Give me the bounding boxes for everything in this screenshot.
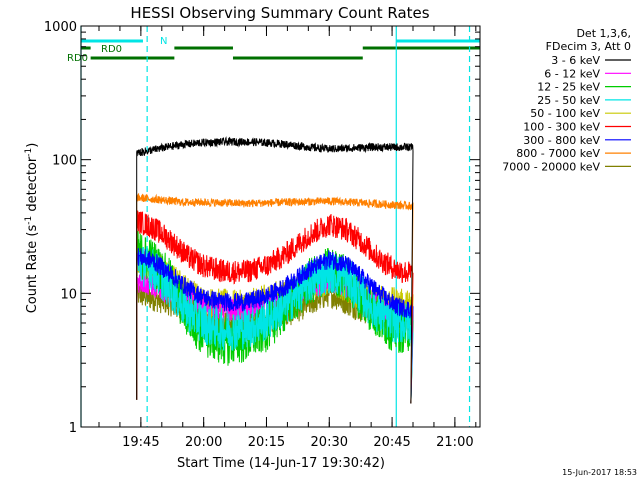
axes: 1 10 100 1000 19:45 20:00 20:15 20:30 20:45 21:00 [44,20,480,450]
legend-label: 50 - 100 keV [530,107,600,120]
y-tick-label: 10 [60,287,77,302]
legend-label: 7000 - 20000 keV [502,160,600,173]
y-axis-label: Count Rate (s-1 detector-1) [24,143,40,314]
n-flag-label: N [160,36,167,47]
x-tick-label: 20:30 [311,435,348,450]
y-tick-label: 1000 [44,20,77,35]
x-tick-label: 20:45 [373,435,410,450]
legend-label: 300 - 800 keV [523,134,600,147]
series-line-300-800- [136,248,414,404]
x-tick-label: 19:45 [122,435,159,450]
x-tick-label: 21:00 [436,435,473,450]
legend-label: 3 - 6 keV [551,54,600,67]
legend-label: 25 - 50 keV [537,94,600,107]
series-line-100-300- [136,210,414,404]
legend-header-line-1: Det 1,3,6, [576,27,631,40]
legend-label: 800 - 7000 keV [516,147,600,160]
plot-frame [80,25,481,428]
legend-header-line-2: FDecim 3, Att 0 [546,40,631,53]
series-line-800-7000- [136,193,414,404]
legend-label: 100 - 300 keV [523,121,600,134]
legend-label: 6 - 12 keV [544,67,600,80]
rd0-bottom-label: RD0 [67,53,88,64]
footer-date: 15-Jun-2017 18:53 [562,468,637,477]
y-tick-label: 1 [69,421,77,436]
flag-bars: N RD0 RD0 [67,36,480,64]
chart-title: HESSI Observing Summary Count Rates [130,4,429,22]
rd0-top-label: RD0 [101,44,122,55]
x-tick-label: 20:00 [185,435,222,450]
y-tick-label: 100 [52,154,77,169]
series-line-3-6- [136,136,414,404]
x-axis-label: Start Time (14-Jun-17 19:30:42) [177,456,385,471]
series-lines [136,136,414,404]
x-tick-label: 20:15 [248,435,285,450]
legend-label: 12 - 25 keV [537,81,600,94]
